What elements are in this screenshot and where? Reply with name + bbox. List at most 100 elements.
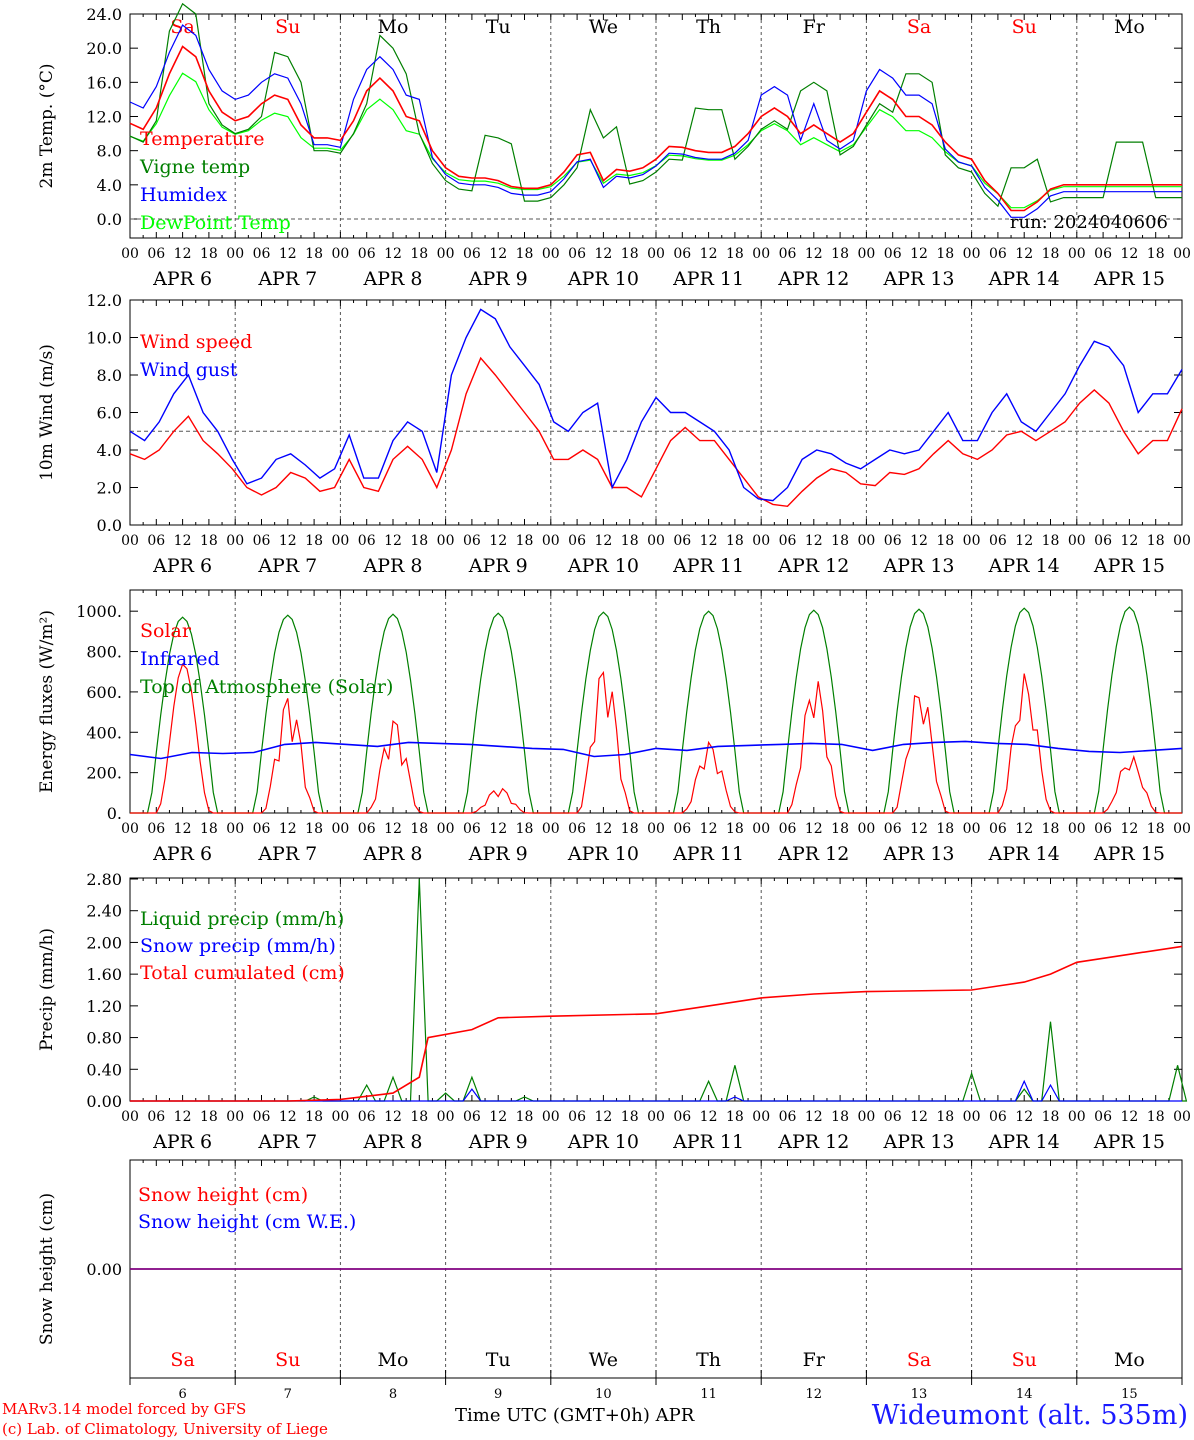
hour-label: 00 [1173,821,1191,837]
hour-label: 12 [174,1109,192,1125]
legend-panel3-item: Solar [140,620,192,642]
y-tick-label: 6.0 [97,404,122,423]
solar-line [1076,754,1182,814]
hour-label: 06 [253,1109,271,1125]
hour-label: 00 [226,1109,244,1125]
hour-label: 12 [489,246,507,262]
hour-label: 12 [805,246,823,262]
date-label: APR 15 [1093,843,1165,865]
date-label: APR 13 [882,1131,954,1153]
model-credit: MARv3.14 model forced by GFS [2,1400,247,1418]
hour-label: 12 [1015,246,1033,262]
date-label: APR 11 [672,268,744,290]
date-label: APR 7 [257,843,317,865]
hour-label: 18 [936,1109,954,1125]
day-number-label: 14 [1016,1387,1033,1402]
y-axis-label: 2m Temp. (°C) [37,63,57,188]
date-label: APR 12 [777,268,849,290]
hour-label: 00 [437,1109,455,1125]
hour-label: 18 [831,246,849,262]
hour-label: 06 [884,1109,902,1125]
legend-panel1-item: DewPoint Temp [140,212,291,234]
bottom-weekday-label: Mo [378,1349,409,1371]
hour-label: 12 [279,246,297,262]
hour-label: 18 [1042,533,1060,549]
hour-label: 06 [253,533,271,549]
hour-label: 06 [568,533,586,549]
hour-label: 00 [857,821,875,837]
legend-panel4-item: Snow precip (mm/h) [140,935,336,957]
legend-panel2-item: Wind speed [140,331,252,353]
hour-label: 00 [963,1109,981,1125]
y-tick-label: 800. [86,643,122,662]
hour-label: 18 [200,821,218,837]
hour-label: 12 [1120,246,1138,262]
hour-label: 12 [910,821,928,837]
hour-label: 06 [568,821,586,837]
date-label: APR 9 [468,268,528,290]
hour-label: 06 [1094,1109,1112,1125]
bottom-weekday-label: Fr [803,1349,826,1371]
y-tick-label: 0. [107,804,122,823]
hour-label: 06 [463,821,481,837]
hour-label: 06 [989,1109,1007,1125]
y-tick-label: 4.0 [97,176,122,195]
hour-label: 06 [358,246,376,262]
date-label: APR 11 [672,555,744,577]
date-label: APR 9 [468,1131,528,1153]
weekday-label: Mo [1114,16,1145,38]
total-cumulated-line [130,945,1183,1102]
y-tick-label: 0.40 [86,1060,122,1079]
hour-label: 06 [989,821,1007,837]
hour-label: 18 [831,821,849,837]
panel-frame-2 [129,299,1183,526]
hour-label: 18 [410,821,428,837]
hour-label: 12 [1015,533,1033,549]
date-label: APR 10 [567,555,639,577]
hour-label: 00 [963,821,981,837]
hour-label: 18 [410,1109,428,1125]
hour-label: 00 [1068,246,1086,262]
wind-gust-line [129,308,1183,502]
hour-label: 00 [226,246,244,262]
hour-label: 18 [936,246,954,262]
infrared-line [129,740,1183,760]
hour-label: 06 [884,246,902,262]
hour-label: 18 [831,533,849,549]
hour-label: 18 [1147,246,1165,262]
date-label: APR 12 [777,555,849,577]
hour-label: 00 [963,533,981,549]
hour-label: 00 [121,821,139,837]
toa-solar-line [550,611,656,814]
day-number-label: 9 [494,1387,502,1402]
day-number-label: 12 [806,1387,823,1402]
hour-label: 18 [936,821,954,837]
date-label: APR 6 [152,555,212,577]
toa-solar-line [340,613,446,814]
hour-label: 00 [1173,1109,1191,1125]
weekday-label: Sa [907,16,931,38]
hour-label: 00 [331,246,349,262]
hour-label: 18 [621,533,639,549]
hour-label: 12 [489,821,507,837]
hour-label: 12 [594,246,612,262]
hour-label: 12 [174,821,192,837]
solar-line [235,698,341,814]
date-label: APR 10 [567,268,639,290]
hour-label: 18 [305,246,323,262]
hour-label: 12 [805,821,823,837]
hour-label: 18 [936,533,954,549]
y-tick-label: 2.0 [97,479,122,498]
hour-label: 18 [1147,533,1165,549]
toa-solar-line [1076,606,1182,814]
hour-label: 00 [647,246,665,262]
date-label: APR 11 [672,843,744,865]
hour-label: 00 [857,1109,875,1125]
date-label: APR 8 [363,555,423,577]
weekday-label: We [589,16,618,38]
copyright-credit: (c) Lab. of Climatology, University of L… [2,1420,328,1438]
y-tick-label: 24.0 [86,5,122,24]
hour-label: 12 [279,1109,297,1125]
hour-label: 18 [726,246,744,262]
hour-label: 18 [305,821,323,837]
